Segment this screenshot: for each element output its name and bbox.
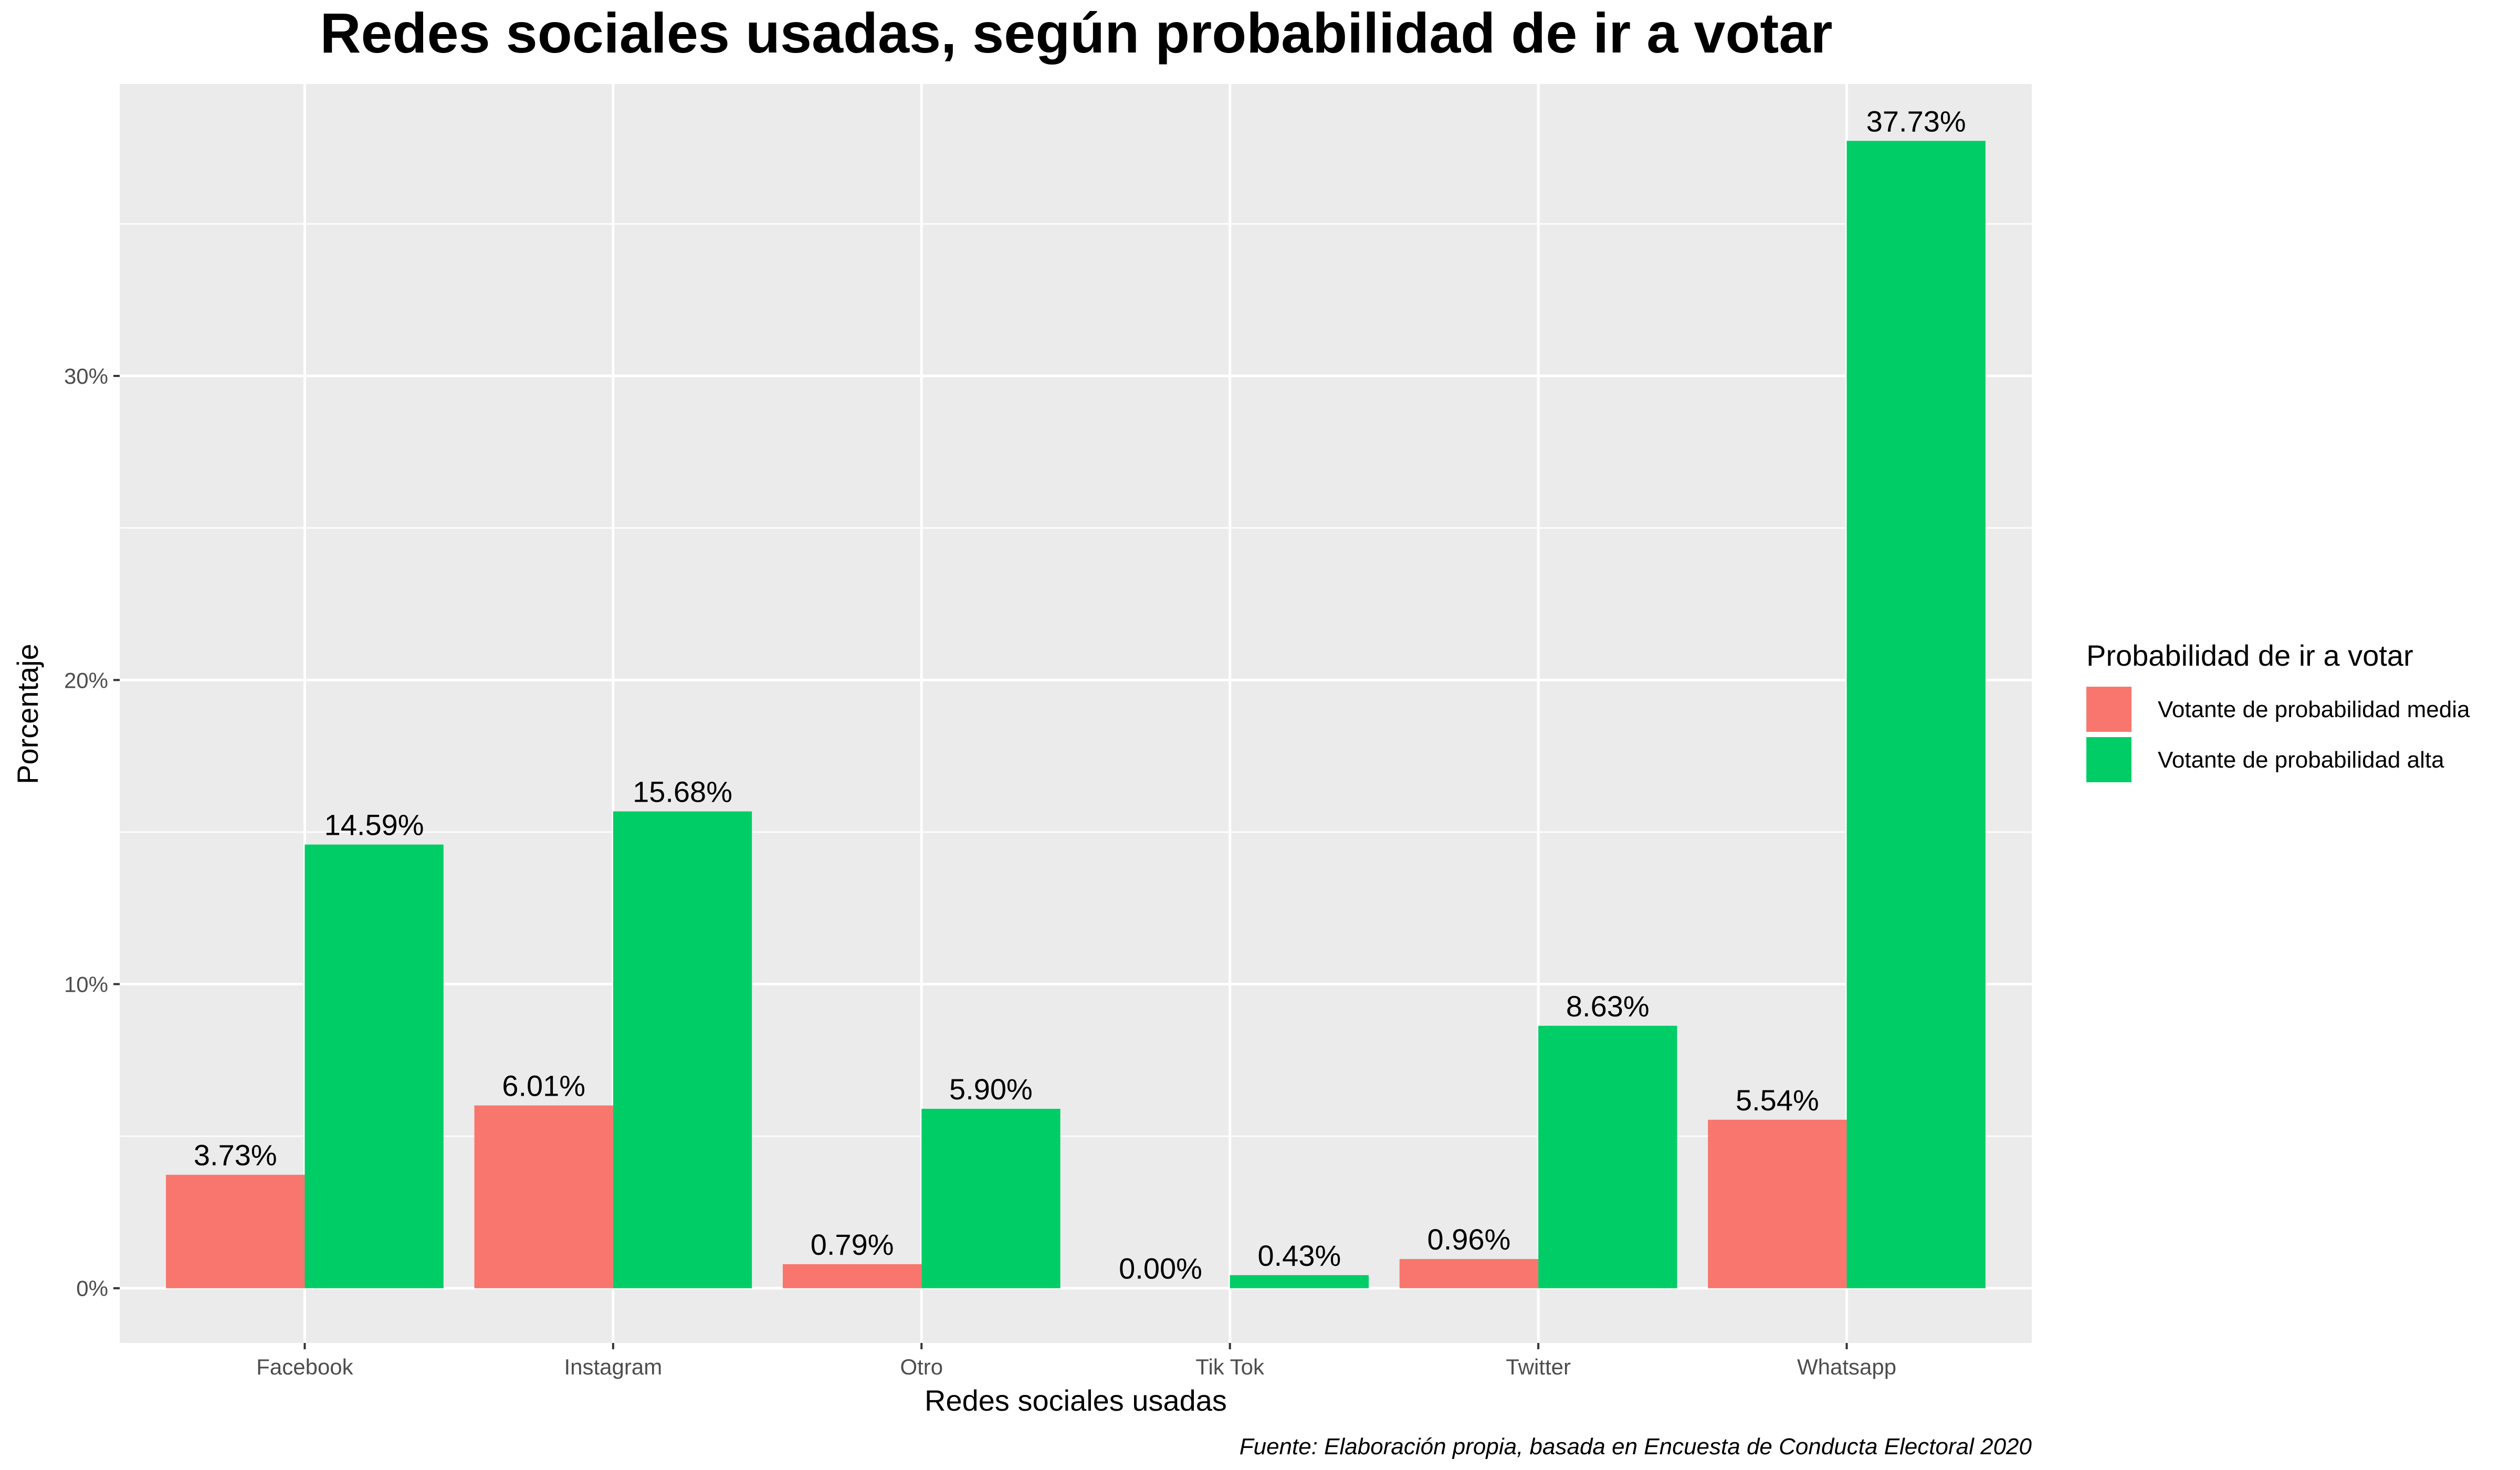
x-tick-label: Tik Tok <box>1195 1354 1265 1379</box>
legend-label: Votante de probabilidad alta <box>2158 747 2444 773</box>
bar <box>1846 141 1986 1288</box>
y-tick-label: 20% <box>64 668 108 692</box>
bar <box>474 1105 613 1288</box>
data-label: 15.68% <box>633 775 732 808</box>
y-axis-title: Porcentaje <box>11 644 44 784</box>
data-label: 0.43% <box>1257 1239 1341 1272</box>
source-caption: Fuente: Elaboración propia, basada en En… <box>1240 1434 2032 1460</box>
bar <box>782 1264 922 1288</box>
x-tick-label: Otro <box>900 1354 943 1379</box>
legend-label: Votante de probabilidad media <box>2158 697 2470 722</box>
bar <box>1399 1259 1539 1288</box>
x-axis: Facebook Instagram Otro Tik Tok Twitter Whats… <box>256 1343 1896 1379</box>
data-label: 14.59% <box>324 808 424 842</box>
x-tick-label: Twitter <box>1506 1354 1571 1379</box>
y-tick-label: 10% <box>64 972 108 997</box>
bar <box>304 844 444 1288</box>
data-label: 0.79% <box>811 1228 894 1261</box>
x-tick-label: Instagram <box>564 1354 662 1379</box>
legend: Probabilidad de ir a votar Votante de pr… <box>2086 639 2470 782</box>
legend-key <box>2086 687 2132 732</box>
legend-title: Probabilidad de ir a votar <box>2086 639 2413 672</box>
bar <box>1708 1119 1847 1288</box>
bars <box>166 141 1986 1288</box>
data-labels: 3.73% 6.01% 0.79% 0.00% 0.96% 5.54% 14.59% 15.6… <box>194 104 1966 1285</box>
data-label: 0.00% <box>1119 1252 1202 1285</box>
bar <box>1538 1025 1677 1288</box>
chart-title: Redes sociales usadas, según probabilida… <box>320 1 1833 65</box>
bar <box>166 1174 305 1288</box>
data-label: 5.54% <box>1736 1084 1819 1117</box>
y-tick-label: 30% <box>64 364 108 388</box>
y-tick-label: 0% <box>76 1276 108 1301</box>
bar <box>613 811 752 1288</box>
bar <box>921 1108 1060 1288</box>
data-label: 8.63% <box>1566 990 1650 1023</box>
data-label: 0.96% <box>1427 1223 1511 1256</box>
x-tick-label: Facebook <box>256 1354 353 1379</box>
data-label: 3.73% <box>194 1139 277 1172</box>
y-axis: 0% 10% 20% 30% <box>64 364 120 1301</box>
data-label: 5.90% <box>949 1073 1033 1106</box>
x-tick-label: Whatsapp <box>1797 1354 1896 1379</box>
data-label: 6.01% <box>502 1069 585 1102</box>
legend-key <box>2086 737 2132 782</box>
data-label: 37.73% <box>1866 104 1966 138</box>
x-axis-title: Redes sociales usadas <box>925 1384 1227 1417</box>
bar <box>1230 1275 1369 1288</box>
